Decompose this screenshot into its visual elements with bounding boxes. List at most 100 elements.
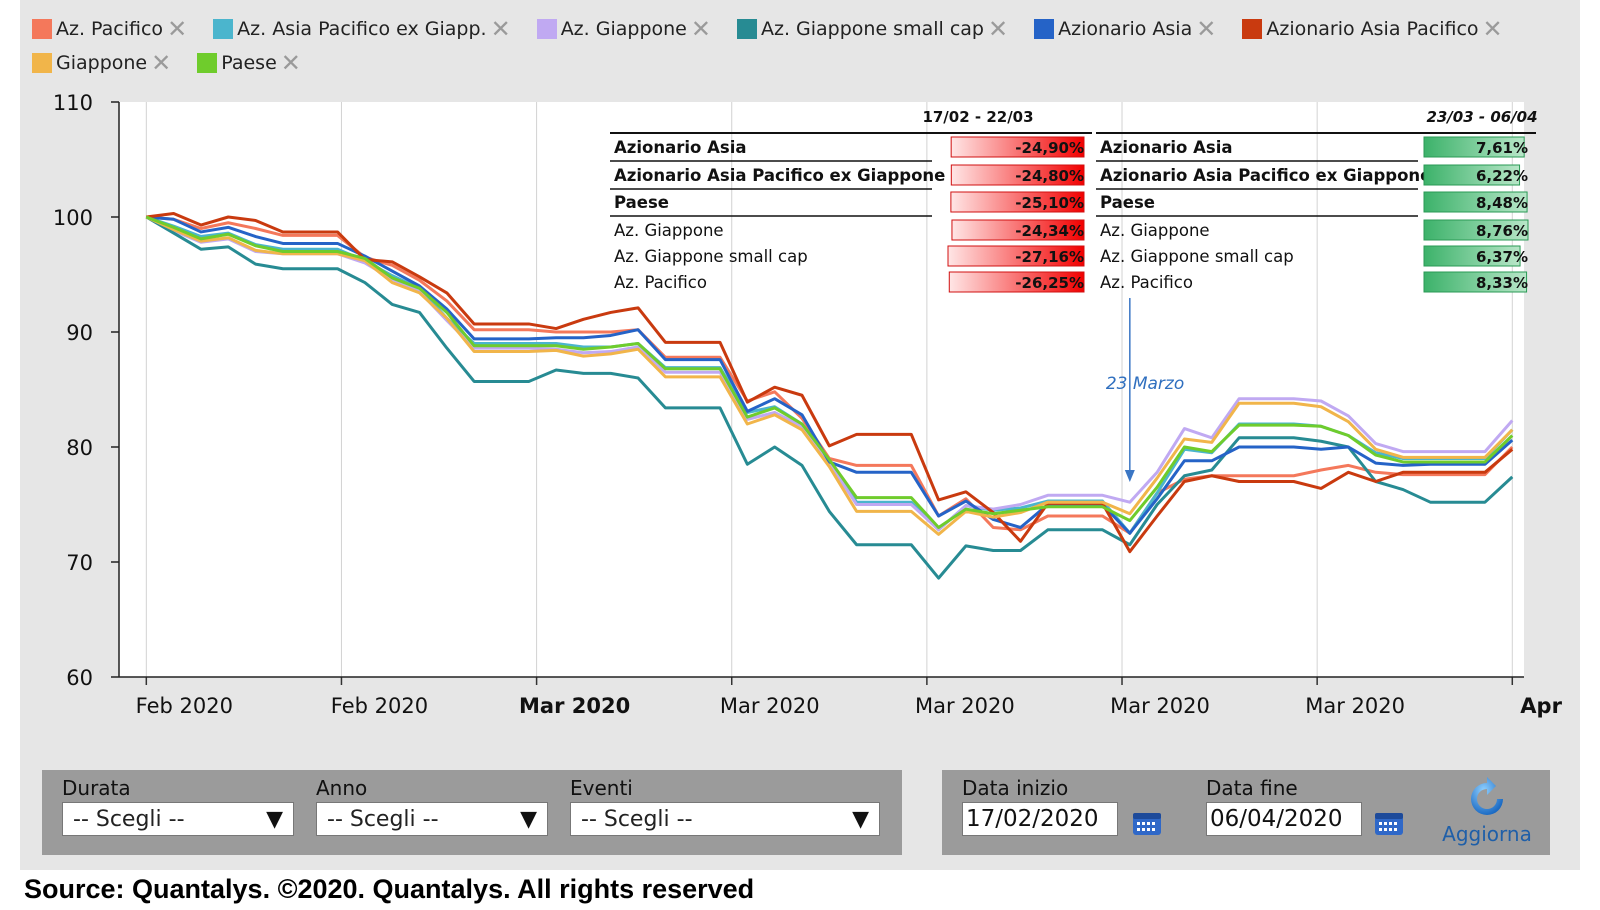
- series-line: [145, 215, 1514, 536]
- legend-label: Azionario Asia: [1058, 18, 1193, 40]
- data-inizio-label: Data inizio: [962, 776, 1069, 800]
- series-line: [145, 215, 1514, 580]
- legend-item[interactable]: Azionario Asia Pacifico ✕: [1242, 14, 1503, 44]
- close-icon[interactable]: ✕: [167, 15, 188, 43]
- series-line: [145, 215, 1514, 529]
- y-tick-label: 70: [66, 551, 93, 575]
- chevron-down-icon: ▼: [266, 806, 283, 832]
- durata-label: Durata: [62, 776, 131, 800]
- legend-label: Az. Asia Pacifico ex Giapp.: [237, 18, 487, 40]
- x-tick-label: Mar 2020: [720, 694, 820, 718]
- chevron-down-icon: ▼: [852, 806, 869, 832]
- close-icon[interactable]: ✕: [987, 15, 1009, 43]
- legend-swatch: [536, 19, 557, 39]
- x-tick-label: Mar 2020: [519, 694, 630, 718]
- table-row-label: Az. Giappone: [1100, 221, 1210, 240]
- table-row-value: -24,90%: [1015, 139, 1084, 157]
- table-row-value: -27,16%: [1015, 248, 1084, 266]
- x-tick-label: Mar 2020: [915, 694, 1015, 718]
- source-credit: Source: Quantalys. ©2020. Quantalys. All…: [24, 874, 755, 904]
- eventi-select[interactable]: -- Scegli -- ▼: [570, 802, 880, 836]
- table-value-bar: [1423, 164, 1521, 186]
- anno-field: Anno -- Scegli -- ▼: [316, 776, 548, 836]
- legend-swatch: [32, 53, 52, 73]
- refresh-button[interactable]: Aggiorna: [1437, 776, 1537, 846]
- close-icon[interactable]: ✕: [1482, 15, 1503, 43]
- durata-select[interactable]: -- Scegli -- ▼: [62, 802, 294, 836]
- table-row-label: Az. Pacifico: [614, 273, 707, 292]
- legend-swatch: [213, 19, 234, 39]
- refresh-icon: [1471, 777, 1503, 815]
- legend-item[interactable]: Az. Asia Pacifico ex Giapp. ✕: [213, 14, 511, 44]
- chart-panel: Az. Pacifico ✕ Az. Asia Pacifico ex Giapp.…: [20, 0, 1580, 870]
- x-tick-label: Feb 2020: [136, 694, 233, 718]
- table-value-bar: [947, 245, 1085, 267]
- legend-label: Giappone: [56, 52, 148, 74]
- anno-label: Anno: [316, 776, 368, 800]
- legend-item[interactable]: Az. Pacifico ✕: [32, 14, 187, 44]
- legend-item[interactable]: Paese ✕: [197, 48, 301, 78]
- legend-swatch: [736, 19, 757, 39]
- chevron-down-icon: ▼: [520, 806, 537, 832]
- data-inizio-field: Data inizio: [962, 776, 1118, 836]
- table-value-bar: [950, 136, 1085, 158]
- y-tick-label: 60: [66, 666, 93, 690]
- legend-label: Azionario Asia Pacifico: [1266, 18, 1479, 40]
- calendar-icon[interactable]: [1132, 810, 1162, 836]
- table-row-value: 6,22%: [1476, 167, 1528, 185]
- close-icon[interactable]: ✕: [690, 15, 711, 43]
- table-row-value: 7,61%: [1476, 139, 1528, 157]
- table-row-label: Az. Pacifico: [1100, 273, 1193, 292]
- durata-value: -- Scegli --: [73, 806, 185, 832]
- table-value-bar: [951, 219, 1085, 241]
- anno-select[interactable]: -- Scegli -- ▼: [316, 802, 548, 836]
- legend-item[interactable]: Az. Giappone ✕: [536, 14, 711, 44]
- close-icon[interactable]: ✕: [1196, 15, 1217, 43]
- table-value-bar: [1423, 136, 1525, 158]
- close-icon[interactable]: ✕: [280, 49, 301, 77]
- table-value-bar: [948, 271, 1085, 293]
- legend-label: Az. Pacifico: [56, 18, 164, 40]
- table-row-value: -24,34%: [1015, 222, 1084, 240]
- legend-label: Paese: [221, 52, 277, 74]
- data-fine-label: Data fine: [1206, 776, 1298, 800]
- legend-item[interactable]: Azionario Asia ✕: [1034, 14, 1216, 44]
- table-row-label: Azionario Asia Pacifico ex Giappone: [614, 166, 945, 185]
- table-row-value: -25,10%: [1015, 194, 1084, 212]
- close-icon[interactable]: ✕: [490, 15, 511, 43]
- eventi-label: Eventi: [570, 776, 633, 800]
- table-row-label: Azionario Asia: [1100, 138, 1233, 157]
- x-tick-label: Feb 2020: [331, 694, 428, 718]
- table-value-bar: [950, 191, 1085, 213]
- x-tick-label: Mar 2020: [1305, 694, 1405, 718]
- refresh-label: Aggiorna: [1442, 822, 1532, 846]
- data-inizio-input[interactable]: [962, 802, 1118, 836]
- eventi-value: -- Scegli --: [581, 806, 693, 832]
- series-line: [146, 212, 1514, 554]
- legend-label: Az. Giappone: [560, 18, 687, 40]
- table-row-value: 8,33%: [1476, 274, 1528, 292]
- table-row-label: Az. Giappone small cap: [1100, 247, 1294, 266]
- table-period: 17/02 - 22/03: [922, 108, 1033, 126]
- table-row-value: -24,80%: [1015, 167, 1084, 185]
- close-icon[interactable]: ✕: [151, 49, 172, 77]
- table-row-label: Paese: [1100, 193, 1155, 212]
- calendar-icon[interactable]: [1374, 810, 1404, 836]
- anno-value: -- Scegli --: [327, 806, 439, 832]
- y-tick-label: 90: [66, 321, 93, 345]
- data-fine-input[interactable]: [1206, 802, 1362, 836]
- table-period: 23/03 - 06/04: [1426, 108, 1537, 126]
- annotation-label: 23 Marzo: [1106, 374, 1184, 394]
- table-row-label: Azionario Asia Pacifico ex Giappone: [1100, 166, 1431, 185]
- y-tick-label: 110: [53, 91, 93, 115]
- table-row-value: 8,76%: [1476, 222, 1528, 240]
- legend-swatch: [1034, 19, 1055, 39]
- table-row-value: 8,48%: [1476, 194, 1528, 212]
- table-row-label: Az. Giappone: [614, 221, 724, 240]
- table-row-value: 6,37%: [1476, 248, 1528, 266]
- y-tick-label: 80: [66, 436, 93, 460]
- legend-swatch: [32, 19, 52, 39]
- table-row-label: Az. Giappone small cap: [614, 247, 808, 266]
- legend-item[interactable]: Giappone ✕: [32, 48, 171, 78]
- legend-item[interactable]: Az. Giappone small cap ✕: [736, 14, 1009, 44]
